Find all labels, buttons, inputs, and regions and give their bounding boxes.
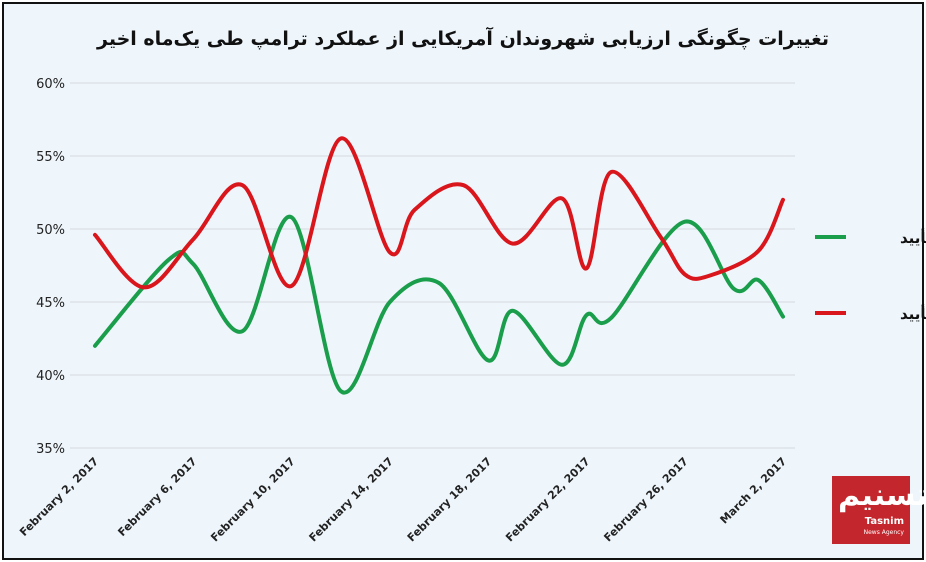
- legend-label: عدم تأیید: [900, 304, 926, 323]
- x-tick-label: March 2, 2017: [718, 455, 790, 527]
- legend-label: تأیید: [900, 228, 926, 247]
- logo-subtitle: News Agency: [863, 529, 904, 536]
- series-line-disapprove: [93, 136, 785, 290]
- y-tick-label: 60%: [36, 77, 65, 92]
- x-tick-label: February 18, 2017: [405, 455, 494, 544]
- x-tick-label: February 6, 2017: [115, 455, 199, 539]
- y-tick-label: 40%: [36, 369, 65, 384]
- x-tick-label: February 10, 2017: [208, 455, 297, 544]
- y-tick-label: 45%: [36, 296, 65, 311]
- tasnim-logo: تسنیم Tasnim News Agency: [832, 476, 926, 544]
- y-tick-label: 50%: [36, 223, 65, 238]
- x-tick-label: February 22, 2017: [503, 455, 592, 544]
- y-tick-label: 55%: [36, 150, 65, 165]
- x-tick-label: February 2, 2017: [17, 455, 101, 539]
- logo-brand: Tasnim: [864, 516, 904, 527]
- logo-mark: تسنیم: [838, 478, 926, 513]
- series-line-approve: [93, 215, 785, 395]
- chart-title: تغییرات چگونگی ارزیابی شهروندان آمریکایی…: [97, 28, 829, 50]
- y-tick-label: 35%: [36, 442, 65, 457]
- x-tick-label: February 26, 2017: [601, 455, 690, 544]
- x-tick-label: February 14, 2017: [307, 455, 396, 544]
